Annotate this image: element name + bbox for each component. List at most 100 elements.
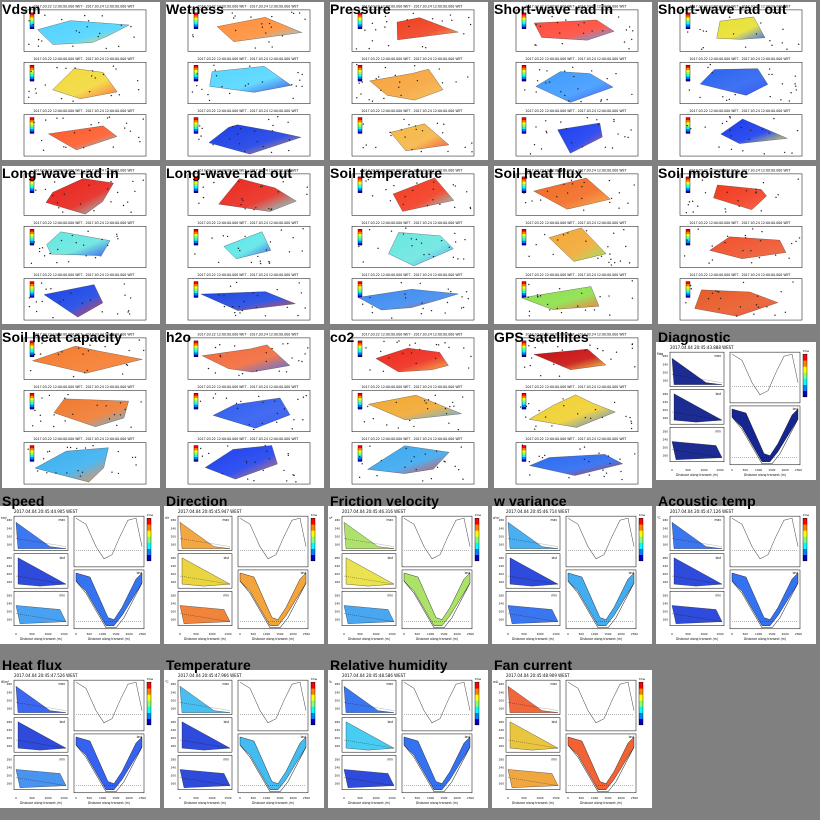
- station-dot: [116, 191, 119, 194]
- tile-vdsm[interactable]: Vdsm 2017.03.22 12:00:00.000 WET - 2017.0…: [0, 0, 164, 164]
- station-dot: [539, 295, 542, 297]
- y-tick-label: 200: [171, 610, 177, 614]
- thumbnail-image[interactable]: 2017.03.22 12:00:00.000 WET - 2017.03.24…: [166, 330, 324, 488]
- station-dot: [457, 258, 459, 260]
- tile-wetness[interactable]: Wetness 2017.03.22 12:00:00.000 WET - 201…: [164, 0, 328, 164]
- station-dot: [791, 152, 793, 154]
- thumbnail-image[interactable]: 2017.04.04 20:45:48.586 WEST% max 280 240 20…: [328, 670, 488, 808]
- panel-label: max: [386, 682, 393, 686]
- y-tick-label: 280: [171, 593, 177, 597]
- map-caption: 2017.03.22 12:00:00.000 WET - 2017.03.24…: [526, 437, 627, 441]
- thumbnail-image[interactable]: 2017.03.22 12:00:00.000 WET - 2017.03.24…: [330, 330, 488, 488]
- profile-panel: [729, 515, 801, 568]
- tile-heat_flux[interactable]: Heat flux 2017.04.04 20:45:47.526 WEST W/m…: [0, 656, 164, 820]
- tile-direction[interactable]: Direction 2017.04.04 20:45:45.947 WEST dir…: [164, 492, 328, 656]
- tile-soil_heat_cap[interactable]: Soil heat capacity 2017.03.22 12:00:00.00…: [0, 328, 164, 492]
- tile-sw_in[interactable]: Short-wave rad in 2017.03.22 12:00:00.000…: [492, 0, 656, 164]
- station-dot: [302, 396, 305, 398]
- x-tick-label: 0: [507, 796, 509, 800]
- station-dot: [200, 135, 202, 137]
- thumbnail-image[interactable]: 2017.04.04 20:45:43.888 WEST Mag max 280 240…: [656, 342, 816, 480]
- tile-soil_heat_flux[interactable]: Soil heat flux 2017.03.22 12:00:00.000 WE…: [492, 164, 656, 328]
- station-dot: [58, 207, 60, 209]
- station-dot: [594, 408, 597, 411]
- station-dot: [252, 292, 254, 294]
- station-dot: [573, 75, 575, 78]
- station-dot: [430, 478, 433, 480]
- thumbnail-image[interactable]: 2017.03.22 12:00:00.000 WET - 2017.03.24…: [494, 166, 652, 324]
- tile-sw_out[interactable]: Short-wave rad out 2017.03.22 12:00:00.00…: [656, 0, 820, 164]
- tile-rel_humidity[interactable]: Relative humidity 2017.04.04 20:45:48.586…: [328, 656, 492, 820]
- panel-label: max: [714, 518, 721, 522]
- thumbnail-image[interactable]: 2017.04.04 20:45:48.909 WEST mA max 280 240 2…: [492, 670, 652, 808]
- tile-acoustic[interactable]: Acoustic temp 2017.04.04 20:45:47.126 WES…: [656, 492, 820, 656]
- tile-soil_moisture[interactable]: Soil moisture 2017.03.22 12:00:00.000 WET…: [656, 164, 820, 328]
- tile-h2o[interactable]: h2o 2017.03.22 12:00:00.000 WET - 2017.03…: [164, 328, 328, 492]
- thumbnail-image[interactable]: 2017.03.22 12:00:00.000 WET - 2017.03.24…: [330, 2, 488, 160]
- station-dot: [256, 294, 259, 297]
- y-tick-label: 280: [171, 556, 177, 560]
- thumbnail-image[interactable]: 2017.04.04 20:45:47.126 WEST °C max 280 240 2…: [656, 506, 816, 644]
- transect-timestamp: 2017.04.04 20:45:43.888 WEST: [670, 345, 734, 350]
- station-dot: [253, 428, 255, 431]
- y-tick-label: 240: [171, 526, 177, 530]
- tile-lw_out[interactable]: Long-wave rad out 2017.03.22 12:00:00.000…: [164, 164, 328, 328]
- tile-friction[interactable]: Friction velocity 2017.04.04 20:45:46.316…: [328, 492, 492, 656]
- tile-temperature[interactable]: Temperature 2017.04.04 20:45:47.966 WEST °…: [164, 656, 328, 820]
- station-dot: [630, 420, 632, 422]
- y-tick-label: 240: [335, 765, 341, 769]
- thumbnail-image[interactable]: 2017.04.04 20:45:46.714 WEST w'w' max 280 24…: [492, 506, 652, 644]
- tile-soil_temp[interactable]: Soil temperature 2017.03.22 12:00:00.000 …: [328, 164, 492, 328]
- thumbnail-image[interactable]: 2017.03.22 12:00:00.000 WET - 2017.03.24…: [494, 330, 652, 488]
- map-surface: [529, 454, 624, 476]
- map-caption: 2017.03.22 12:00:00.000 WET - 2017.03.24…: [362, 109, 463, 113]
- station-dot: [287, 452, 289, 455]
- thumbnail-image[interactable]: 2017.03.22 12:00:00.000 WET - 2017.03.24…: [166, 166, 324, 324]
- station-dot: [61, 18, 63, 21]
- thumbnail-image[interactable]: 2017.03.22 12:00:00.000 WET - 2017.03.24…: [658, 166, 816, 324]
- station-dot: [404, 136, 406, 138]
- tile-diagnostic[interactable]: Diagnostic 2017.04.04 20:45:43.888 WEST Ma…: [656, 328, 820, 492]
- thumbnail-image[interactable]: 2017.03.22 12:00:00.000 WET - 2017.03.24…: [330, 166, 488, 324]
- station-dot: [436, 122, 439, 125]
- station-dot: [285, 371, 288, 373]
- station-dot: [589, 344, 591, 346]
- station-dot: [127, 201, 129, 203]
- thumbnail-image[interactable]: 2017.04.04 20:45:47.966 WEST °C max 280 240 2…: [164, 670, 324, 808]
- station-dot: [221, 472, 224, 475]
- tile-w_var[interactable]: w variance 2017.04.04 20:45:46.714 WEST w'…: [492, 492, 656, 656]
- thumbnail-image[interactable]: 2017.04.04 20:45:44.905 WEST km/max 280 240…: [0, 506, 160, 644]
- thumbnail-image[interactable]: 2017.04.04 20:45:47.526 WEST W/m² max 280 24…: [0, 670, 160, 808]
- tile-gps[interactable]: GPS satellites 2017.03.22 12:00:00.000 WE…: [492, 328, 656, 492]
- thumbnail-image[interactable]: 2017.03.22 12:00:00.000 WET - 2017.03.24…: [2, 166, 160, 324]
- thumbnail-image[interactable]: 2017.04.04 20:45:46.316 WEST u* max 280 240 2…: [328, 506, 488, 644]
- map-surface: [521, 286, 600, 310]
- tile-lw_in[interactable]: Long-wave rad in 2017.03.22 12:00:00.000 …: [0, 164, 164, 328]
- station-dot: [709, 63, 711, 66]
- thumbnail-image[interactable]: 2017.03.22 12:00:00.000 WET - 2017.03.24…: [494, 2, 652, 160]
- station-dot: [700, 48, 703, 50]
- tile-speed[interactable]: Speed 2017.04.04 20:45:44.905 WEST km/max 2…: [0, 492, 164, 656]
- thumbnail-image[interactable]: 2017.03.22 12:00:00.000 WET - 2017.03.24…: [658, 2, 816, 160]
- map-caption: 2017.03.22 12:00:00.000 WET - 2017.03.24…: [690, 57, 791, 61]
- station-dot: [463, 258, 465, 260]
- station-dot: [135, 464, 137, 466]
- thumbnail-image[interactable]: 2017.03.22 12:00:00.000 WET - 2017.03.24…: [2, 330, 160, 488]
- panel-label: max: [714, 354, 721, 358]
- x-tick-label: 0: [179, 796, 181, 800]
- thumbnail-image[interactable]: 2017.03.22 12:00:00.000 WET - 2017.03.24…: [166, 2, 324, 160]
- y-tick-label: 160: [171, 618, 177, 622]
- panel-label: max: [550, 518, 557, 522]
- station-dot: [398, 340, 400, 342]
- transect-surface: [567, 572, 635, 626]
- tile-co2[interactable]: co2 2017.03.22 12:00:00.000 WET - 2017.03…: [328, 328, 492, 492]
- y-tick-label: 240: [335, 690, 341, 694]
- station-dot: [795, 85, 797, 87]
- tile-pressure[interactable]: Pressure 2017.03.22 12:00:00.000 WET - 20…: [328, 0, 492, 164]
- tile-fan_current[interactable]: Fan current 2017.04.04 20:45:48.909 WEST m…: [492, 656, 656, 820]
- station-dot: [247, 83, 249, 85]
- station-dot: [64, 420, 66, 422]
- y-tick-label: 160: [663, 416, 669, 420]
- thumbnail-image[interactable]: 2017.03.22 12:00:00.000 WET - 2017.03.24…: [2, 2, 160, 160]
- thumbnail-image[interactable]: 2017.04.04 20:45:45.947 WEST dir max 280 240…: [164, 506, 324, 644]
